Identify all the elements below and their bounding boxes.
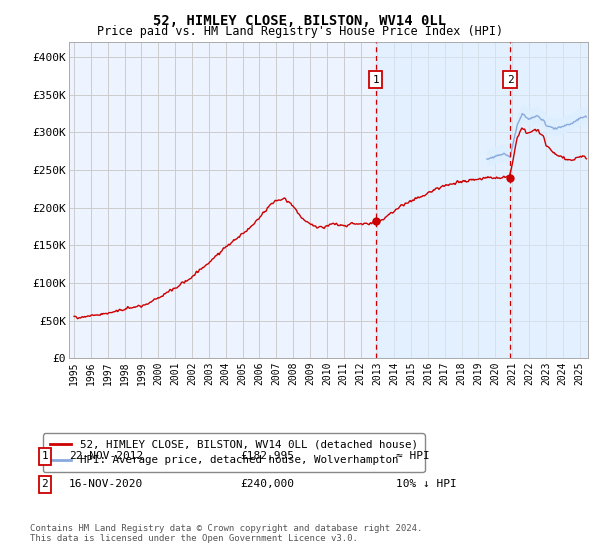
Legend: 52, HIMLEY CLOSE, BILSTON, WV14 0LL (detached house), HPI: Average price, detach: 52, HIMLEY CLOSE, BILSTON, WV14 0LL (det… <box>43 433 425 472</box>
Text: Contains HM Land Registry data © Crown copyright and database right 2024.
This d: Contains HM Land Registry data © Crown c… <box>30 524 422 543</box>
Text: ≈ HPI: ≈ HPI <box>396 451 430 461</box>
Text: 52, HIMLEY CLOSE, BILSTON, WV14 0LL: 52, HIMLEY CLOSE, BILSTON, WV14 0LL <box>154 14 446 28</box>
Text: 10% ↓ HPI: 10% ↓ HPI <box>396 479 457 489</box>
Text: 2: 2 <box>507 74 514 85</box>
Bar <box>376 42 600 358</box>
Text: 22-NOV-2012: 22-NOV-2012 <box>69 451 143 461</box>
Text: £240,000: £240,000 <box>240 479 294 489</box>
Text: 16-NOV-2020: 16-NOV-2020 <box>69 479 143 489</box>
Text: 1: 1 <box>373 74 379 85</box>
Text: Price paid vs. HM Land Registry's House Price Index (HPI): Price paid vs. HM Land Registry's House … <box>97 25 503 38</box>
Text: 2: 2 <box>41 479 49 489</box>
Text: 1: 1 <box>41 451 49 461</box>
Text: £182,995: £182,995 <box>240 451 294 461</box>
